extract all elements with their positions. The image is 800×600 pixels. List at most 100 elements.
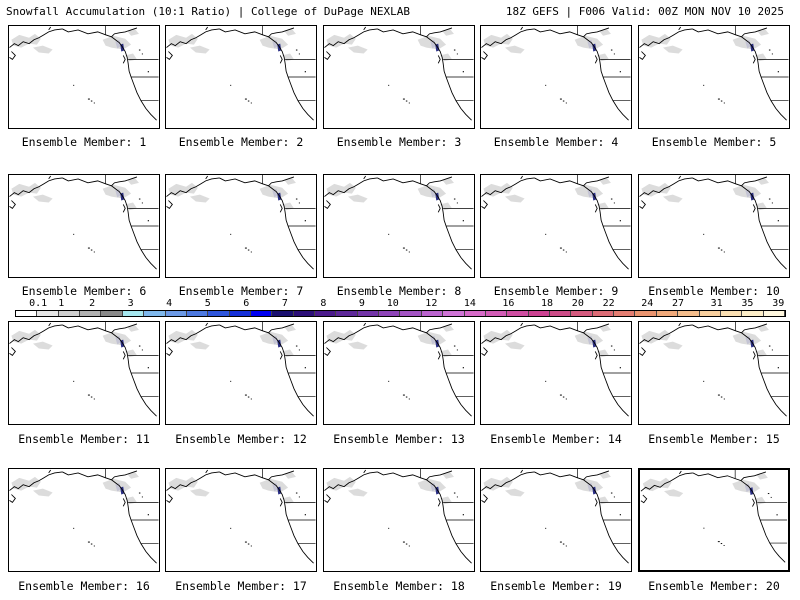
colorbar-swatch <box>250 311 273 316</box>
ensemble-member-map <box>638 174 790 278</box>
ensemble-member-map <box>480 321 632 425</box>
colorbar-tick-label: 27 <box>672 298 685 309</box>
ensemble-member-label: Ensemble Member: 8 <box>336 284 462 298</box>
colorbar-swatch <box>763 311 785 316</box>
colorbar-tick-label: 6 <box>243 298 250 309</box>
ensemble-member-label: Ensemble Member: 2 <box>178 135 304 149</box>
ensemble-member-label: Ensemble Member: 7 <box>178 284 304 298</box>
ensemble-member-label: Ensemble Member: 9 <box>493 284 619 298</box>
colorbar-swatch <box>742 311 764 316</box>
colorbar-swatch <box>699 311 721 316</box>
ensemble-member-label: Ensemble Member: 10 <box>648 284 780 298</box>
colorbar-swatch <box>272 311 294 316</box>
colorbar-tick-label: 8 <box>320 298 327 309</box>
colorbar-tick-label: 9 <box>358 298 365 309</box>
colorbar-tick-label: 14 <box>463 298 476 309</box>
colorbar-tick-label: 18 <box>540 298 554 309</box>
ensemble-member-map <box>8 321 160 425</box>
colorbar-swatch <box>357 311 380 316</box>
ensemble-member-label: Ensemble Member: 15 <box>648 432 780 446</box>
ensemble-member-map <box>638 25 790 129</box>
colorbar-swatch <box>101 311 123 316</box>
colorbar-swatch <box>635 311 657 316</box>
colorbar-tick-label: 24 <box>641 298 654 309</box>
colorbar-swatch <box>656 311 679 316</box>
colorbar-tick-label: 7 <box>281 298 288 309</box>
colorbar-swatch <box>186 311 209 316</box>
colorbar-swatch <box>421 311 444 316</box>
colorbar-swatch <box>549 311 572 316</box>
ensemble-member-map <box>638 321 790 425</box>
colorbar-swatch <box>592 311 615 316</box>
colorbar-swatch <box>293 311 316 316</box>
ensemble-member-map <box>480 25 632 129</box>
ensemble-member-map <box>323 25 475 129</box>
ensemble-member-map <box>165 25 317 129</box>
ensemble-member-label: Ensemble Member: 13 <box>333 432 465 446</box>
colorbar-swatch <box>464 311 486 316</box>
colorbar-labels: 0.1 1 2 3 4 5 6 7 8 9 10 12 14 16 18 20 22 24 27 31 35 39 <box>15 298 786 310</box>
ensemble-member-label: Ensemble Member: 14 <box>490 432 622 446</box>
model-run-valid-time: 18Z GEFS | F006 Valid: 00Z MON NOV 10 20… <box>505 5 784 18</box>
colorbar-swatch <box>208 311 230 316</box>
ensemble-member-map <box>8 468 160 572</box>
colorbar-swatch <box>528 311 550 316</box>
ensemble-member-map <box>323 321 475 425</box>
colorbar-swatch <box>571 311 593 316</box>
colorbar-swatch <box>229 311 251 316</box>
map-title: Snowfall Accumulation (10:1 Ratio) | Col… <box>6 5 410 18</box>
colorbar-tick-label: 20 <box>571 298 584 309</box>
ensemble-member-map <box>480 174 632 278</box>
snowfall-colorbar <box>15 310 786 317</box>
colorbar-tick-label: 1 <box>58 298 65 309</box>
colorbar-swatch <box>58 311 81 316</box>
colorbar-tick-label: 12 <box>425 298 438 309</box>
colorbar-swatch <box>485 311 508 316</box>
ensemble-member-label: Ensemble Member: 5 <box>651 135 777 149</box>
colorbar-swatch <box>443 311 465 316</box>
colorbar-tick-label: 5 <box>204 298 211 309</box>
ensemble-member-label: Ensemble Member: 3 <box>336 135 462 149</box>
ensemble-member-label: Ensemble Member: 11 <box>18 432 150 446</box>
ensemble-member-map <box>165 468 317 572</box>
colorbar-tick-label: 0.1 <box>29 298 48 309</box>
colorbar-tick-label: 22 <box>602 298 615 309</box>
ensemble-member-map <box>8 25 160 129</box>
ensemble-member-label: Ensemble Member: 17 <box>175 579 307 593</box>
colorbar-tick-label: 31 <box>710 298 723 309</box>
ensemble-member-label: Ensemble Member: 18 <box>333 579 465 593</box>
ensemble-member-label: Ensemble Member: 4 <box>493 135 619 149</box>
ensemble-member-map <box>323 174 475 278</box>
colorbar-tick-label: 16 <box>502 298 515 309</box>
ensemble-member-map <box>8 174 160 278</box>
ensemble-member-label: Ensemble Member: 1 <box>21 135 147 149</box>
colorbar-swatch <box>80 311 102 316</box>
colorbar-tick-label: 10 <box>386 298 399 309</box>
colorbar-swatch <box>379 311 401 316</box>
colorbar-swatch <box>678 311 700 316</box>
ensemble-member-map <box>165 174 317 278</box>
colorbar-swatch <box>336 311 358 316</box>
colorbar-swatch <box>37 311 59 316</box>
ensemble-member-label: Ensemble Member: 16 <box>18 579 150 593</box>
colorbar-swatch <box>614 311 636 316</box>
ensemble-member-map <box>323 468 475 572</box>
colorbar-swatch <box>720 311 743 316</box>
colorbar-swatch <box>144 311 166 316</box>
colorbar-swatch <box>165 311 187 316</box>
colorbar-swatch <box>400 311 422 316</box>
colorbar-swatch <box>507 311 529 316</box>
ensemble-member-map <box>480 468 632 572</box>
ensemble-member-label: Ensemble Member: 6 <box>21 284 147 298</box>
ensemble-member-map <box>638 468 790 572</box>
colorbar-swatch <box>315 311 337 316</box>
ensemble-member-label: Ensemble Member: 20 <box>648 579 780 593</box>
colorbar-tick-label: 35 <box>741 298 754 309</box>
colorbar-tick-label: 4 <box>166 298 173 309</box>
colorbar-swatch <box>122 311 145 316</box>
ensemble-member-map <box>165 321 317 425</box>
colorbar-tick-label: 2 <box>89 298 96 309</box>
ensemble-member-label: Ensemble Member: 12 <box>175 432 307 446</box>
colorbar-tick-label: 3 <box>127 298 134 309</box>
ensemble-member-label: Ensemble Member: 19 <box>490 579 622 593</box>
